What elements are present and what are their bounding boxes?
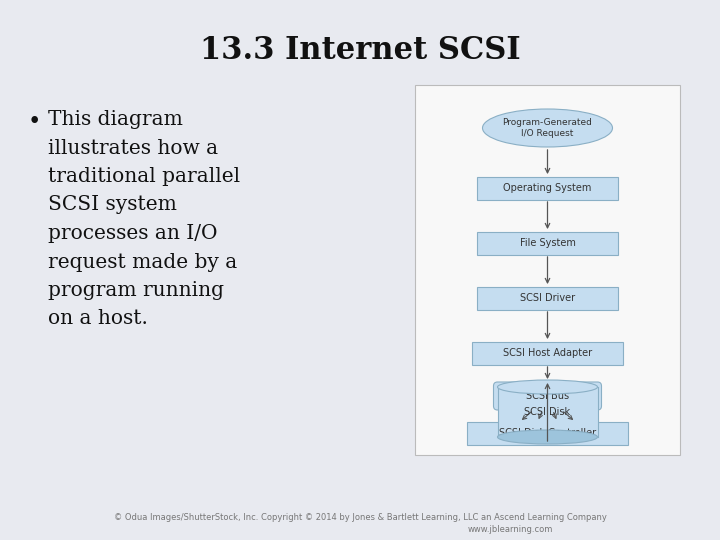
FancyBboxPatch shape — [472, 341, 623, 365]
Text: Program-Generated
I/O Request: Program-Generated I/O Request — [503, 118, 593, 138]
Text: •: • — [28, 110, 41, 133]
Text: request made by a: request made by a — [48, 253, 238, 272]
Text: processes an I/O: processes an I/O — [48, 224, 217, 243]
Ellipse shape — [482, 109, 613, 147]
Text: SCSI Driver: SCSI Driver — [520, 293, 575, 303]
Text: www.jblearning.com: www.jblearning.com — [467, 525, 553, 534]
FancyBboxPatch shape — [493, 382, 601, 410]
Text: Operating System: Operating System — [503, 183, 592, 193]
Text: SCSI Disk: SCSI Disk — [524, 407, 570, 417]
FancyBboxPatch shape — [415, 85, 680, 455]
FancyBboxPatch shape — [477, 232, 618, 254]
Text: on a host.: on a host. — [48, 309, 148, 328]
FancyBboxPatch shape — [477, 177, 618, 199]
Text: traditional parallel: traditional parallel — [48, 167, 240, 186]
Text: illustrates how a: illustrates how a — [48, 138, 218, 158]
Text: SCSI system: SCSI system — [48, 195, 177, 214]
Ellipse shape — [498, 380, 598, 394]
Text: program running: program running — [48, 281, 224, 300]
FancyBboxPatch shape — [477, 287, 618, 309]
FancyBboxPatch shape — [498, 387, 598, 437]
Text: This diagram: This diagram — [48, 110, 183, 129]
Ellipse shape — [498, 430, 598, 444]
Text: SCSI Disk Controller: SCSI Disk Controller — [499, 428, 596, 438]
Text: © Odua Images/ShutterStock, Inc. Copyright © 2014 by Jones & Bartlett Learning, : © Odua Images/ShutterStock, Inc. Copyrig… — [114, 513, 606, 522]
Text: SCSI Bus: SCSI Bus — [526, 391, 569, 401]
Text: SCSI Host Adapter: SCSI Host Adapter — [503, 348, 592, 358]
Text: 13.3 Internet SCSI: 13.3 Internet SCSI — [199, 35, 521, 66]
FancyBboxPatch shape — [467, 422, 628, 444]
Text: File System: File System — [520, 238, 575, 248]
